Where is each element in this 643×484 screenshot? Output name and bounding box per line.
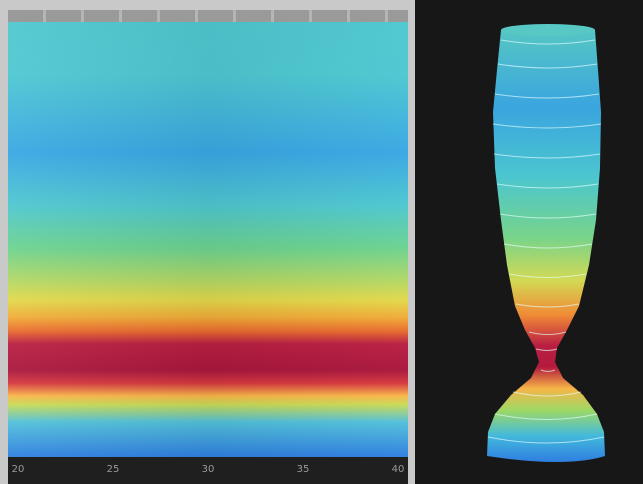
top-ruler xyxy=(8,10,408,22)
x-tick-label: 35 xyxy=(296,464,310,475)
vase-top xyxy=(501,24,595,36)
x-axis: 20 25 30 35 40 xyxy=(8,457,408,484)
x-tick-label: 40 xyxy=(391,464,405,475)
x-tick-label: 20 xyxy=(11,464,25,475)
vase-contours xyxy=(487,39,605,444)
heatmap-panel: 20 25 30 35 40 xyxy=(0,0,415,484)
x-tick-label: 30 xyxy=(201,464,215,475)
vase-body xyxy=(487,30,605,462)
profile-panel xyxy=(415,0,643,484)
x-tick-label: 25 xyxy=(106,464,120,475)
vase-profile-svg xyxy=(487,24,605,462)
heatmap-image xyxy=(8,22,408,457)
